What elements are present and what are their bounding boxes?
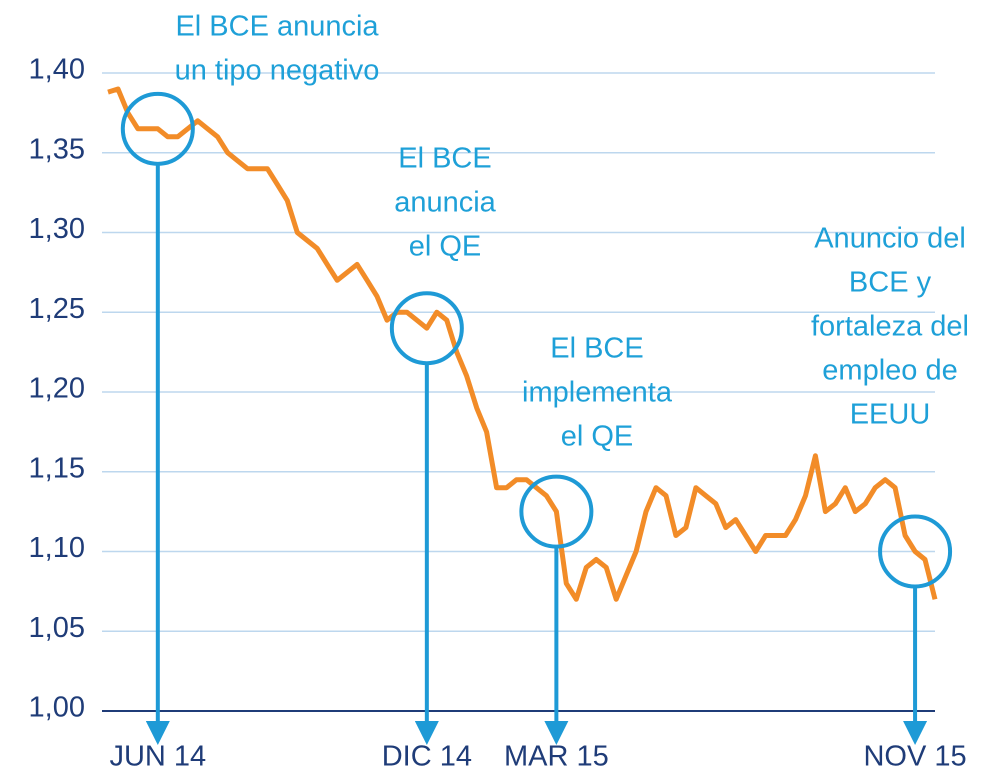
y-tick-label: 1,40 (29, 54, 85, 86)
annotation-text: anuncia (394, 187, 496, 219)
annotation-text: el QE (409, 231, 482, 263)
annotation-text: El BCE anuncia (175, 11, 379, 43)
annotation-text: Anuncio del (814, 223, 966, 255)
price-line (107, 86, 938, 602)
y-tick-label: 1,15 (29, 452, 85, 484)
y-tick-label: 1,00 (29, 692, 85, 724)
y-tick-label: 1,20 (29, 373, 85, 405)
x-tick-label: MAR 15 (504, 741, 609, 773)
annotation-text: El BCE (550, 333, 643, 365)
annotation-text: un tipo negativo (175, 55, 380, 87)
y-tick-label: 1,10 (29, 532, 85, 564)
annotation-text: implementa (522, 377, 673, 409)
annotation-text: el QE (561, 421, 634, 453)
annotation-text: empleo de (822, 355, 957, 387)
x-tick-label: NOV 15 (863, 741, 966, 773)
y-tick-label: 1,30 (29, 213, 85, 245)
x-tick-label: DIC 14 (382, 741, 472, 773)
y-tick-label: 1,35 (29, 133, 85, 165)
x-tick-label: JUN 14 (109, 741, 206, 773)
y-tick-label: 1,05 (29, 612, 85, 644)
y-tick-label: 1,25 (29, 293, 85, 325)
annotation-text: fortaleza del (811, 311, 969, 343)
annotation-text: BCE y (849, 267, 932, 299)
annotation-text: El BCE (398, 143, 491, 175)
annotation-text: EEUU (850, 399, 931, 431)
